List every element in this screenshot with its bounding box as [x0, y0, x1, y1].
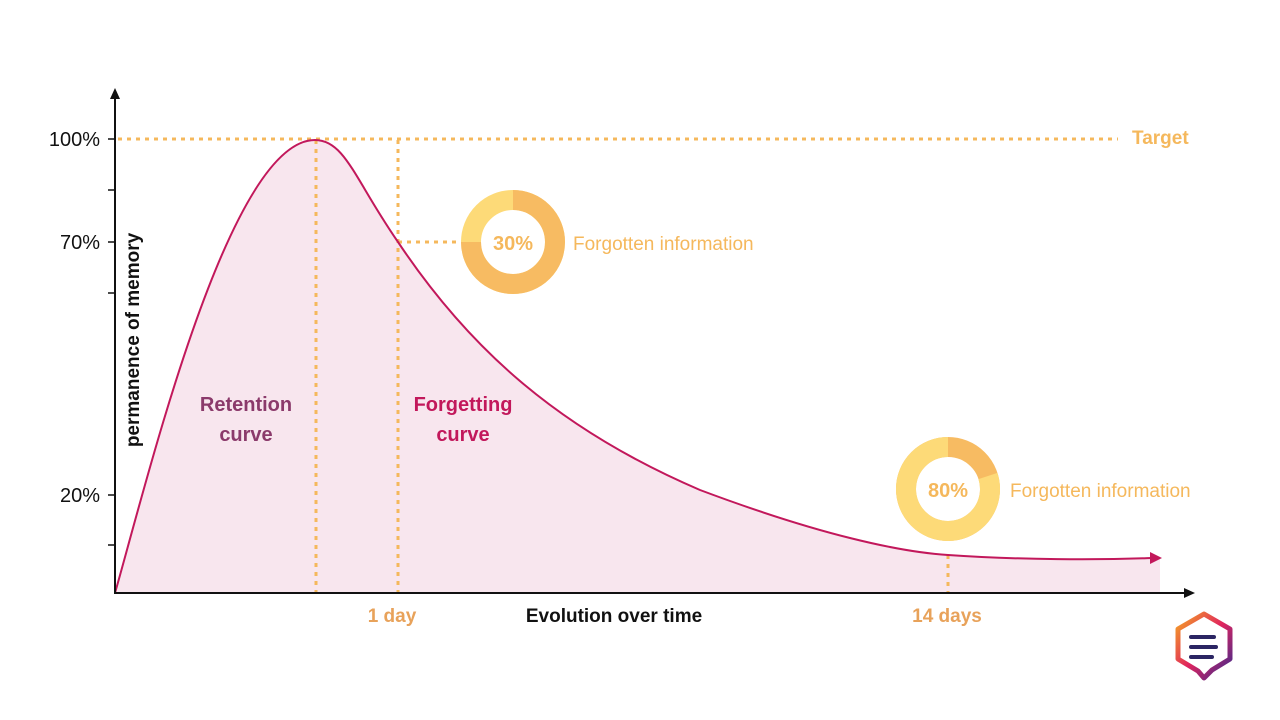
y-axis-arrow [110, 88, 120, 99]
forgetting-curve-line [114, 138, 1153, 594]
retention-area-fill [115, 140, 1160, 593]
curve-arrowhead [1150, 552, 1162, 564]
retention-curve-label-line2: curve [219, 424, 272, 446]
x-tick-label-1-day: 1 day [368, 606, 417, 627]
donut-30-value: 30% [493, 233, 533, 255]
forgetting-curve-label-line1: Forgetting [414, 394, 513, 416]
x-axis-label: Evolution over time [526, 606, 702, 627]
target-label: Target [1132, 128, 1189, 149]
donut-chart-30: 30% [461, 190, 565, 294]
hexagon-logo-icon [1175, 611, 1233, 681]
retention-curve-label-line1: Retention [200, 394, 292, 416]
y-tick-label-100: 100% [49, 129, 100, 151]
donut-80-value: 80% [928, 480, 968, 502]
y-axis-label: permanence of memory [123, 232, 144, 447]
donut-80-slice [896, 437, 1000, 541]
donut-chart-80: 80% [896, 437, 1000, 541]
x-axis-arrow [1184, 588, 1195, 598]
y-tick-label-70: 70% [60, 232, 100, 254]
donut-80-caption: Forgotten information [1010, 481, 1191, 502]
x-tick-label-14-days: 14 days [912, 606, 982, 627]
y-tick-marks [108, 138, 115, 546]
donut-30-caption: Forgotten information [573, 234, 754, 255]
y-tick-label-20: 20% [60, 485, 100, 507]
forgetting-curve-label-line2: curve [436, 424, 489, 446]
donut-30-slice [461, 190, 565, 294]
